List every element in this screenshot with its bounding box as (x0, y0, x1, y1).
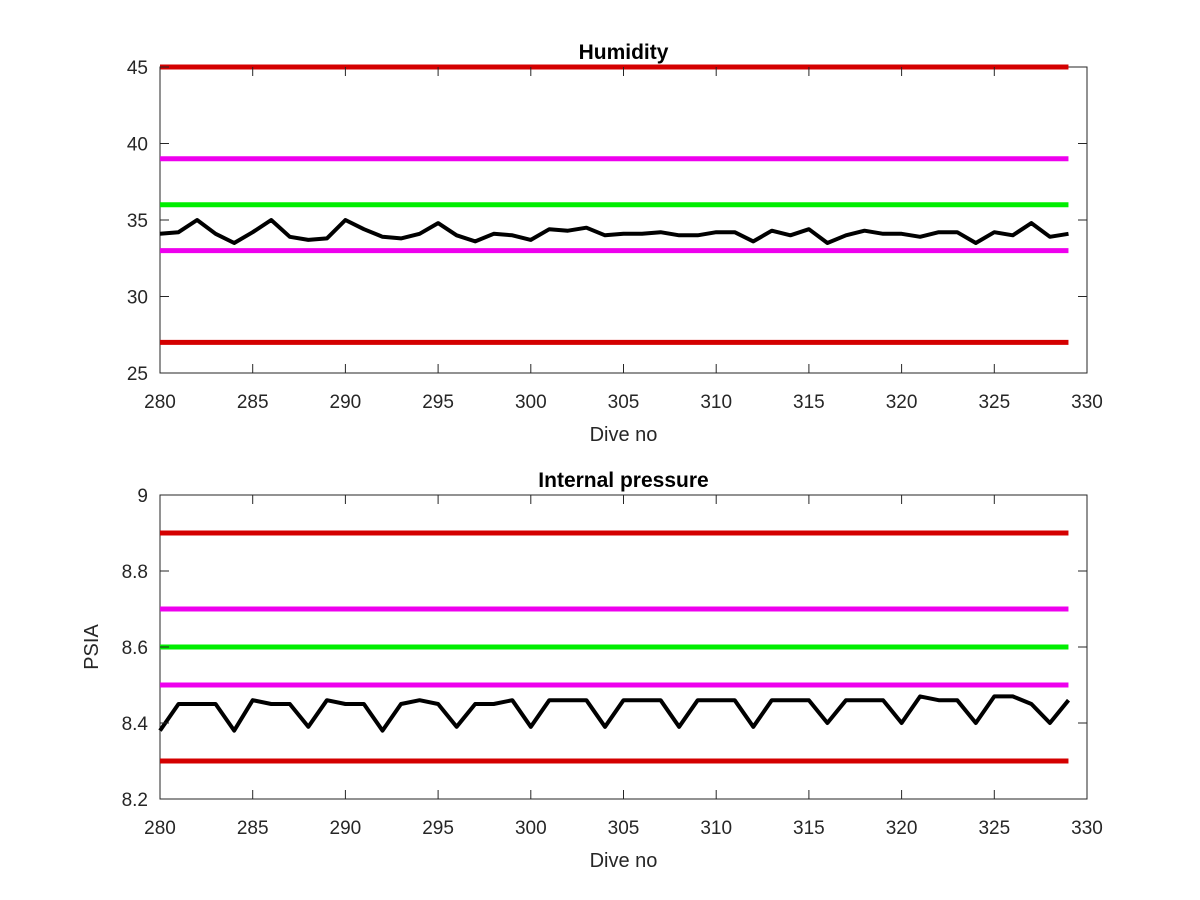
x-axis-label: Dive no (590, 850, 658, 872)
x-axis-label: Dive no (590, 424, 658, 446)
x-tick-label: 290 (330, 392, 362, 413)
y-tick-label: 30 (127, 288, 148, 309)
x-tick-label: 310 (700, 818, 732, 839)
chart-title: Internal pressure (538, 469, 708, 492)
x-tick-label: 325 (978, 392, 1010, 413)
x-tick-label: 300 (515, 392, 547, 413)
y-tick-label: 8.2 (122, 790, 148, 811)
x-tick-label: 315 (793, 818, 825, 839)
y-axis-label: PSIA (81, 624, 103, 670)
x-tick-label: 285 (237, 818, 269, 839)
x-tick-label: 285 (237, 392, 269, 413)
x-tick-label: 295 (422, 392, 454, 413)
x-tick-label: 280 (144, 392, 176, 413)
y-tick-label: 25 (127, 364, 148, 385)
x-tick-label: 330 (1071, 818, 1103, 839)
chart-panel-1: 280 285 290 295 300 305 310 315 320 325 330 25 30 35 4… (127, 41, 1103, 446)
x-tick-label: 320 (886, 818, 918, 839)
y-tick-label: 8.4 (122, 714, 149, 735)
y-tick-label: 8.6 (122, 638, 148, 659)
y-tick-label: 40 (127, 135, 148, 156)
x-tick-label: 295 (422, 818, 454, 839)
x-tick-label: 325 (978, 818, 1010, 839)
chart-panel-2: 280 285 290 295 300 305 310 315 320 325 330 8.2 8.4 8… (81, 469, 1103, 872)
y-tick-label: 35 (127, 211, 148, 232)
x-tick-label: 305 (608, 392, 640, 413)
x-tick-label: 315 (793, 392, 825, 413)
x-tick-label: 290 (330, 818, 362, 839)
x-tick-label: 310 (700, 392, 732, 413)
series-line-1 (159, 218, 1069, 245)
x-tick-label: 320 (886, 392, 918, 413)
x-tick-label: 300 (515, 818, 547, 839)
x-tick-label: 280 (144, 818, 176, 839)
plot-area (159, 66, 1088, 374)
x-tick-label: 305 (608, 818, 640, 839)
series-line-1 (158, 694, 1071, 733)
x-tick-label: 330 (1071, 392, 1103, 413)
y-tick-label: 8.8 (122, 562, 148, 583)
chart-title: Humidity (579, 41, 669, 64)
y-tick-label: 45 (127, 58, 148, 79)
y-tick-label: 9 (137, 486, 148, 507)
